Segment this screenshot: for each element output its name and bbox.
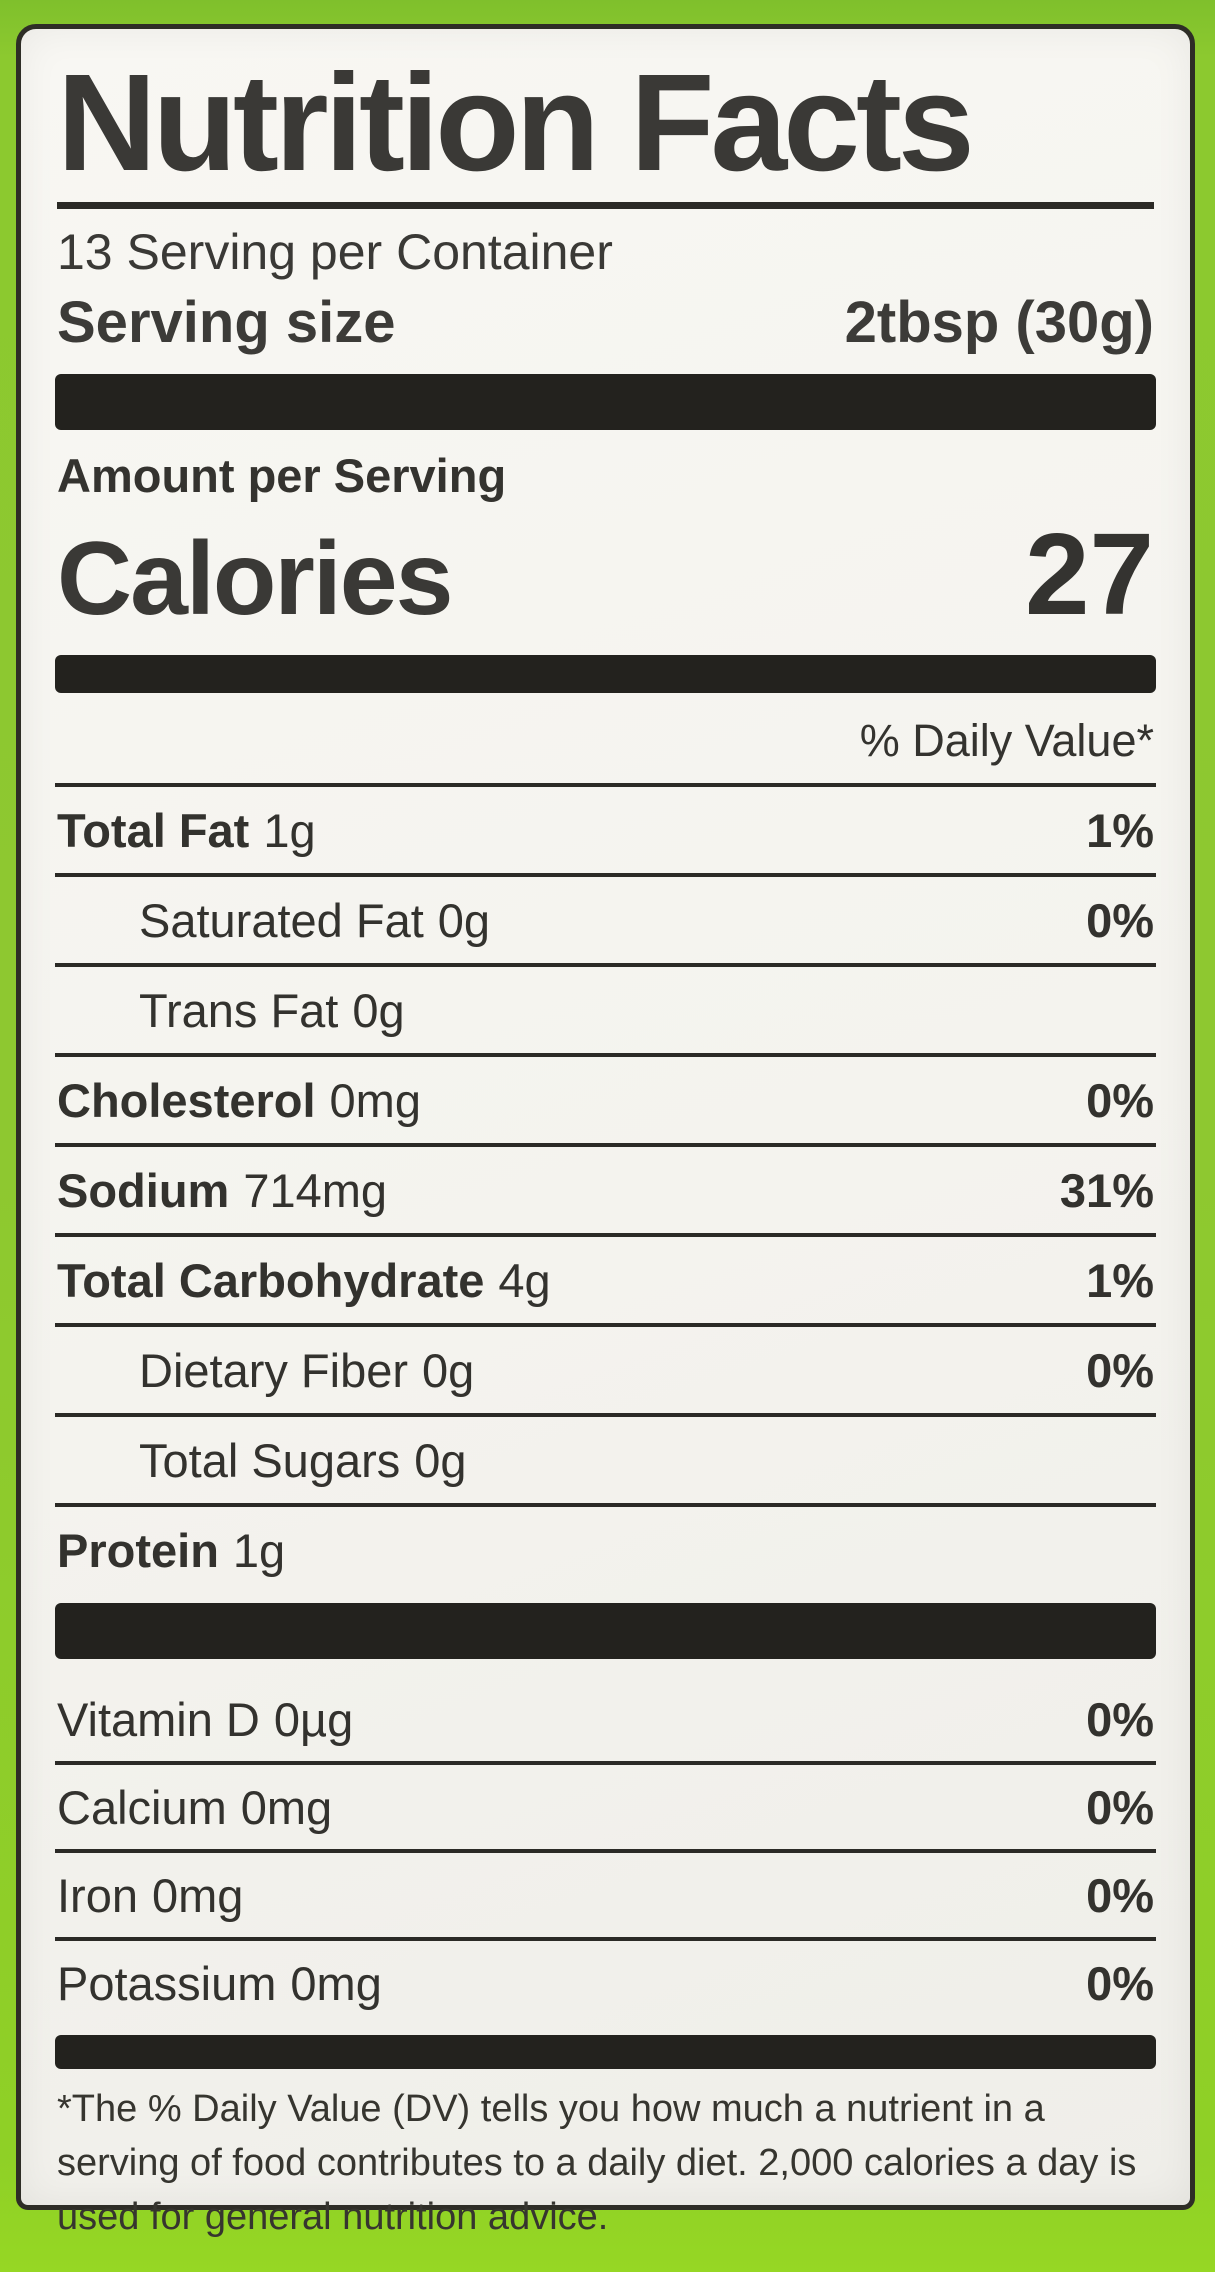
nutrient-amount: 0g [352, 983, 405, 1037]
nutrient-dv: 0% [1086, 1343, 1154, 1397]
nutrient-row-saturated-fat: Saturated Fat 0g 0% [55, 872, 1156, 963]
label-title: Nutrition Facts [57, 46, 975, 200]
amount-per-serving-label: Amount per Serving [57, 448, 507, 502]
nutrient-name: Potassium [57, 1956, 277, 2010]
nutrient-amount: 0g [437, 893, 491, 947]
nutrient-amount: 0mg [290, 1956, 382, 2010]
servings-per-container: 13 Serving per Container [57, 223, 613, 280]
nutrient-name: Iron [57, 1868, 138, 1922]
nutrient-name: Total Fat [57, 803, 250, 857]
nutrient-dv: 31% [1059, 1163, 1154, 1217]
nutrient-row-potassium: Potassium 0mg 0% [55, 1936, 1156, 2025]
serving-size-label: Serving size [57, 289, 396, 355]
nutrient-row-calcium: Calcium 0mg 0% [55, 1760, 1156, 1849]
nutrient-dv: 1% [1086, 803, 1154, 857]
divider-bottom [55, 2034, 1156, 2069]
nutrient-row-protein: Protein 1g [55, 1502, 1156, 1593]
title-divider [57, 201, 1154, 209]
nutrient-dv: 0% [1086, 1868, 1154, 1922]
nutrient-row-total-sugars: Total Sugars 0g [55, 1412, 1156, 1503]
calories-value: 27 [1024, 508, 1154, 639]
nutrient-dv: 0% [1086, 1692, 1154, 1746]
nutrient-row-vitamin-d: Vitamin D 0µg 0% [55, 1677, 1156, 1761]
nutrient-amount: 0mg [240, 1780, 333, 1834]
nutrient-dv: 0% [1086, 1073, 1154, 1127]
nutrient-name: Cholesterol [57, 1073, 316, 1127]
nutrient-dv: 1% [1086, 1253, 1154, 1307]
nutrient-amount: 1g [263, 803, 316, 857]
nutrient-name: Sodium [57, 1163, 230, 1217]
nutrient-row-trans-fat: Trans Fat 0g [55, 962, 1156, 1053]
daily-value-header: % Daily Value* [859, 714, 1154, 766]
nutrient-name: Protein [57, 1523, 219, 1577]
nutrient-dv: 0% [1086, 1780, 1154, 1834]
daily-value-footnote: *The % Daily Value (DV) tells you how mu… [57, 2087, 1137, 2238]
nutrient-name: Vitamin D [57, 1692, 260, 1746]
calories-label: Calories [57, 520, 453, 637]
serving-size-value: 2tbsp (30g) [844, 289, 1154, 355]
nutrient-amount: 714mg [243, 1163, 388, 1217]
nutrient-row-total-fat: Total Fat 1g 1% [55, 782, 1156, 873]
nutrient-row-cholesterol: Cholesterol 0mg 0% [55, 1052, 1156, 1143]
nutrient-row-iron: Iron 0mg 0% [55, 1848, 1156, 1937]
nutrient-name: Trans Fat [139, 983, 339, 1037]
nutrition-facts-label: Nutrition Facts 13 Serving per Container… [16, 24, 1195, 2238]
nutrient-row-dietary-fiber: Dietary Fiber 0g 0% [55, 1322, 1156, 1413]
divider-thick-vitamins [55, 1602, 1156, 1659]
divider-medium-calories [55, 654, 1156, 693]
serving-size-row: Serving size 2tbsp (30g) [57, 289, 1154, 356]
nutrient-amount: 0g [414, 1433, 467, 1487]
nutrient-amount: 0µg [273, 1692, 354, 1746]
nutrient-name: Total Sugars [139, 1433, 401, 1487]
nutrient-row-sodium: Sodium 714mg 31% [55, 1142, 1156, 1233]
nutrient-amount: 1g [232, 1523, 286, 1577]
nutrient-name: Calcium [57, 1780, 227, 1834]
nutrient-amount: 0g [422, 1343, 475, 1397]
nutrient-dv: 0% [1086, 1956, 1154, 2010]
calories-row: Calories 27 [57, 507, 1154, 641]
divider-thick-top [55, 373, 1156, 430]
nutrient-name: Dietary Fiber [139, 1343, 409, 1397]
nutrient-dv: 0% [1086, 893, 1154, 947]
nutrient-amount: 4g [498, 1253, 551, 1307]
nutrient-name: Saturated Fat [139, 893, 424, 947]
nutrient-amount: 0mg [329, 1073, 421, 1127]
nutrient-row-total-carbohydrate: Total Carbohydrate 4g 1% [55, 1232, 1156, 1323]
nutrient-amount: 0mg [152, 1868, 244, 1922]
nutrient-name: Total Carbohydrate [57, 1253, 485, 1307]
